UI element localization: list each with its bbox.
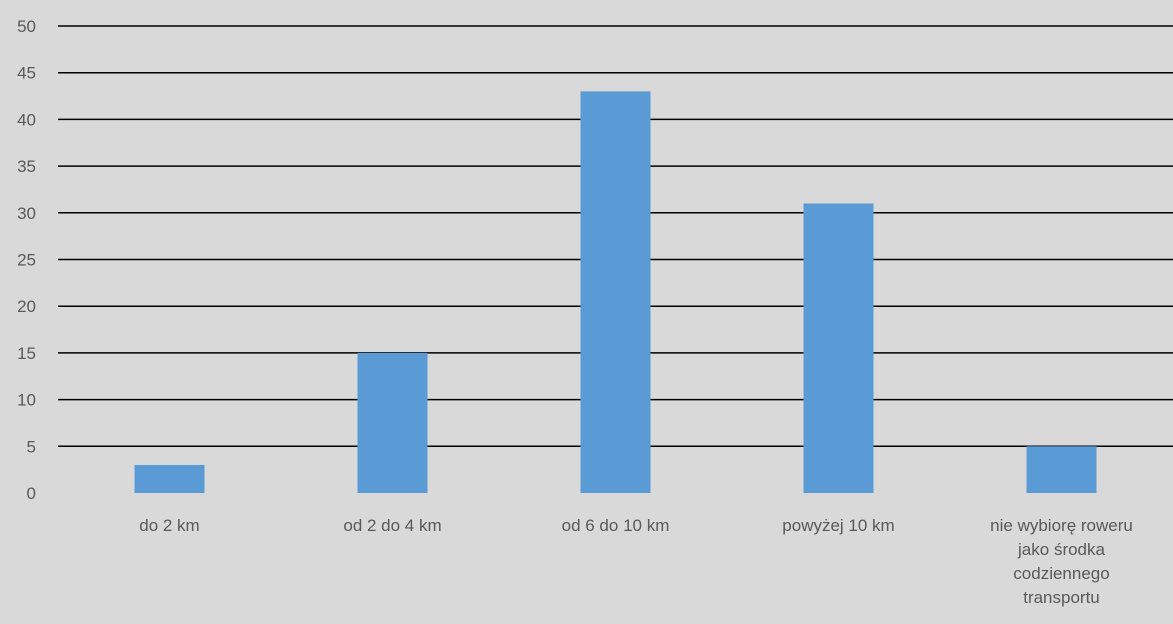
x-category-label: do 2 km [139,516,199,535]
x-category-label: od 6 do 10 km [562,516,670,535]
bar [134,464,205,493]
bar [1026,446,1097,493]
y-tick-label: 10 [17,391,36,410]
y-tick-label: 15 [17,344,36,363]
bar [803,203,874,493]
y-axis-tick-labels: 0 5 10 15 20 25 30 35 40 45 50 [17,17,36,503]
x-category-label: od 2 do 4 km [343,516,441,535]
y-tick-label: 35 [17,157,36,176]
x-category-label: nie wybiorę roweru jako środka codziennego… [990,516,1133,607]
y-tick-label: 20 [17,297,36,316]
y-tick-label: 0 [27,484,36,503]
y-tick-label: 25 [17,251,36,270]
y-tick-label: 40 [17,110,36,129]
bars [134,91,1097,493]
y-tick-label: 50 [17,17,36,36]
y-tick-label: 5 [27,437,36,456]
x-axis-category-labels: do 2 km od 2 do 4 km od 6 do 10 km powyżej … [139,516,1133,607]
y-tick-label: 45 [17,64,36,83]
x-category-label: powyżej 10 km [782,516,894,535]
bar [357,352,428,493]
y-tick-label: 30 [17,204,36,223]
bar [580,91,651,493]
